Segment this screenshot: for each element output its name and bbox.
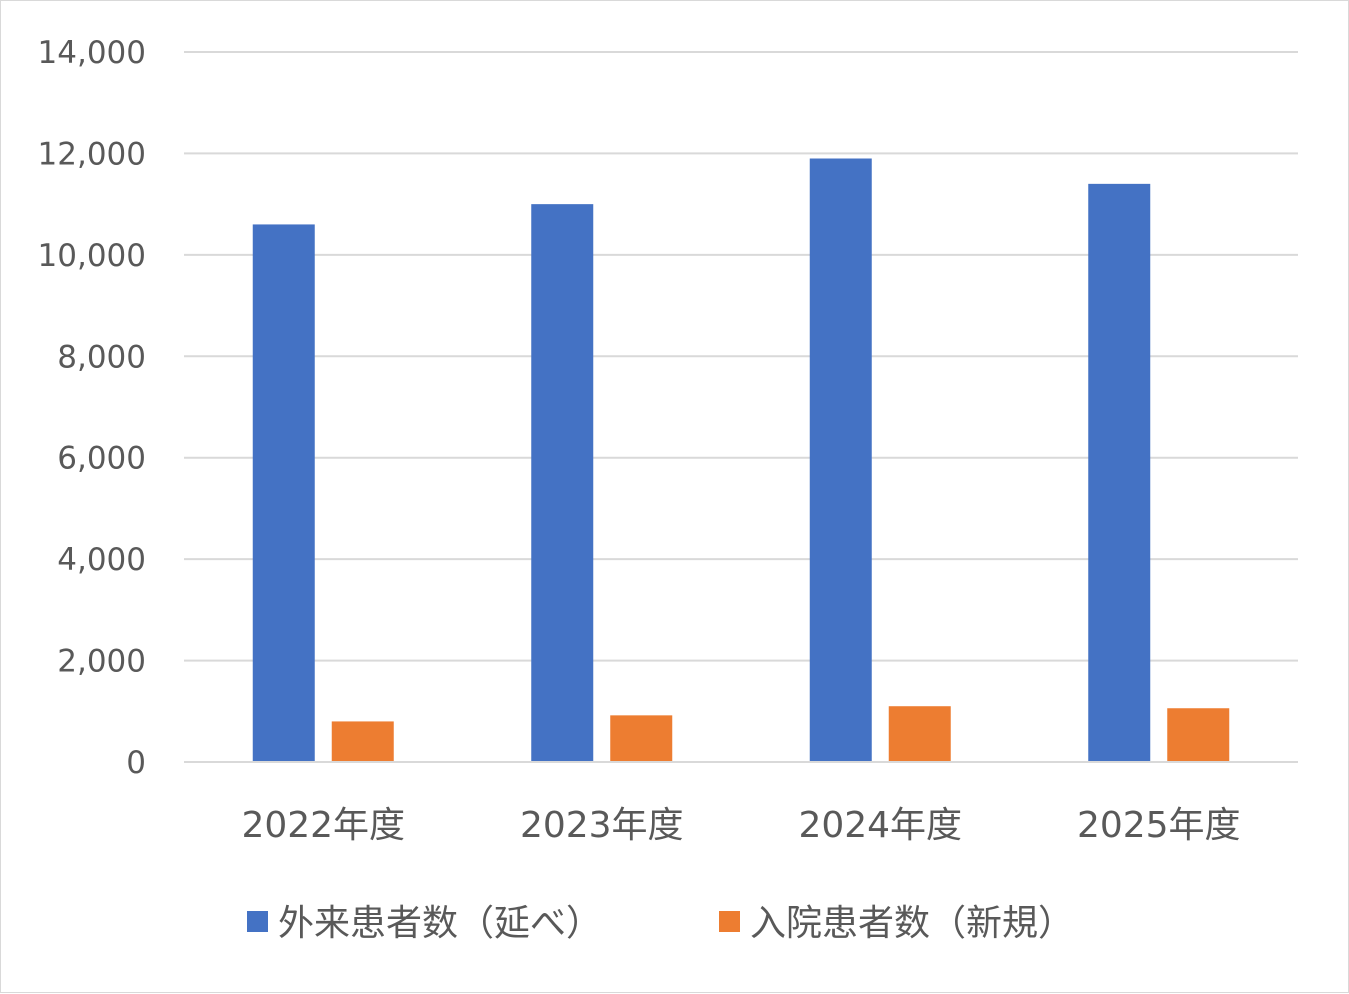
bar-inpatient — [610, 715, 673, 762]
x-tick-label: 2022年度 — [241, 805, 405, 846]
x-tick-label: 2023年度 — [520, 805, 684, 846]
legend-swatch — [247, 911, 268, 932]
y-tick-label: 12,000 — [38, 136, 146, 172]
x-tick-label: 2025年度 — [1077, 805, 1241, 846]
y-tick-label: 14,000 — [38, 35, 146, 71]
y-tick-label: 10,000 — [38, 238, 146, 274]
legend-swatch — [719, 911, 740, 932]
bar-inpatient — [1167, 708, 1230, 762]
legend: 外来患者数（延べ） 入院患者数（新規） — [247, 903, 1074, 944]
bars — [252, 158, 1230, 763]
y-tick-label: 6,000 — [57, 441, 146, 477]
bar-inpatient — [888, 706, 951, 762]
x-tick-label: 2024年度 — [798, 805, 962, 846]
y-tick-label: 2,000 — [57, 644, 146, 680]
bar-outpatient — [531, 204, 594, 763]
legend-label: 外来患者数（延べ） — [278, 903, 602, 944]
bar-outpatient — [252, 224, 315, 762]
y-tick-label: 8,000 — [57, 339, 146, 375]
axes: 0 2,000 4,000 6,000 8,000 10,000 12,000 14,000 2… — [38, 35, 1298, 846]
gridlines — [184, 51, 1298, 662]
bar-outpatient — [809, 158, 872, 762]
y-tick-label: 4,000 — [57, 542, 146, 578]
legend-label: 入院患者数（新規） — [750, 903, 1074, 944]
bar-outpatient — [1088, 183, 1151, 762]
y-tick-label: 0 — [126, 745, 146, 781]
bar-inpatient — [331, 721, 394, 762]
